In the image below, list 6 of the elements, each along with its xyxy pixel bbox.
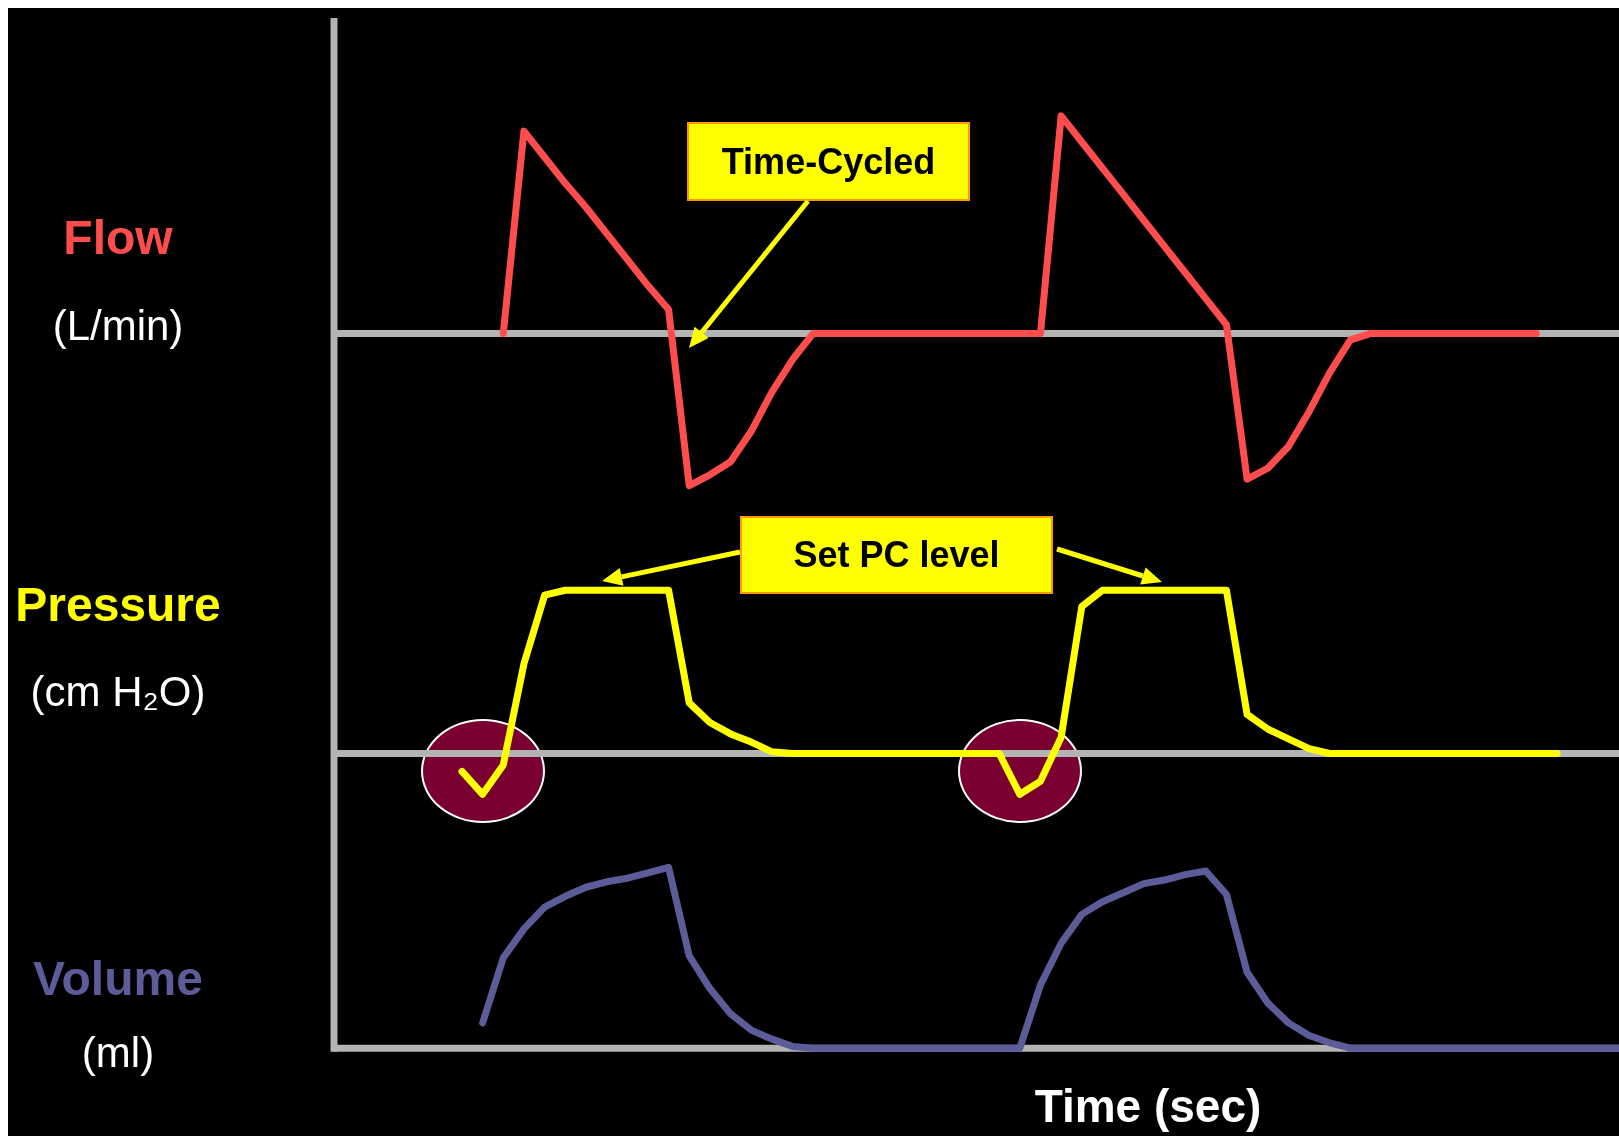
y-axis-title: Pressure (cm H₂O) xyxy=(15,576,221,716)
annotation: Time-Cycled xyxy=(687,122,970,201)
y-axis-title: Flow (L/min) xyxy=(52,209,184,350)
y-axis-title: Volume (ml) xyxy=(33,950,203,1077)
text: Set PC level xyxy=(740,516,1053,594)
x-axis-title: Time (sec) xyxy=(1034,1079,1262,1133)
